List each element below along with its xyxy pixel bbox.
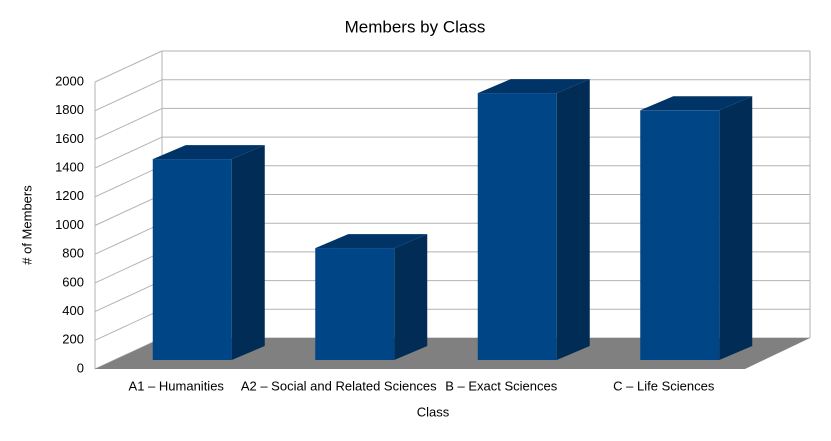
bar-side <box>231 145 265 360</box>
y-tick-label: 1600 <box>55 131 84 146</box>
y-axis-label: # of Members <box>19 185 34 265</box>
chart-title: Members by Class <box>345 17 486 36</box>
grid-line <box>94 308 163 341</box>
bar-side <box>556 79 590 360</box>
grid-line <box>94 136 163 169</box>
bar <box>152 159 232 360</box>
grid-line <box>94 107 163 140</box>
y-tick-label: 0 <box>77 360 84 375</box>
x-tick-label: C – Life Sciences <box>613 378 715 393</box>
y-tick-label: 1200 <box>55 188 84 203</box>
bar <box>477 93 557 360</box>
y-tick-label: 1400 <box>55 160 84 175</box>
bar-side <box>719 96 753 360</box>
bar-top <box>152 145 265 160</box>
grid-line <box>94 222 163 255</box>
grid-line <box>94 280 163 313</box>
bar <box>640 110 720 360</box>
y-tick-label: 600 <box>62 274 84 289</box>
y-tick-label: 200 <box>62 332 84 347</box>
bar-top <box>640 96 753 111</box>
bar <box>315 248 395 360</box>
bar-top <box>315 234 428 249</box>
x-axis-label: Class <box>417 404 450 419</box>
y-tick-label: 2000 <box>55 73 84 88</box>
grid-line <box>94 50 163 83</box>
floor <box>95 338 810 369</box>
y-tick-label: 800 <box>62 246 84 261</box>
y-tick-label: 1800 <box>55 102 84 117</box>
y-tick-label: 400 <box>62 303 84 318</box>
grid-line <box>94 194 163 226</box>
grid-line <box>94 251 163 284</box>
grid-line <box>94 79 163 112</box>
y-tick-label: 1000 <box>55 217 84 232</box>
x-tick-label: A1 – Humanities <box>129 378 225 393</box>
bar-side <box>394 234 428 360</box>
grid-line <box>94 165 163 198</box>
x-tick-label: B – Exact Sciences <box>445 378 557 393</box>
bar-top <box>477 79 590 94</box>
x-tick-label: A2 – Social and Related Sciences <box>241 378 437 393</box>
